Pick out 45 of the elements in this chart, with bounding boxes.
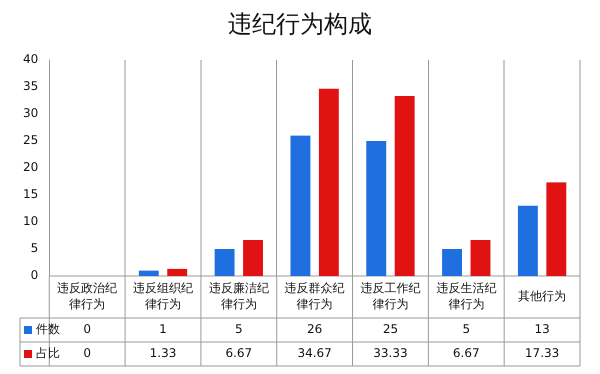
data-label: 13 — [534, 322, 550, 336]
y-tick-label: 10 — [22, 214, 38, 228]
data-label: 17.33 — [524, 346, 560, 360]
bar — [546, 182, 566, 276]
x-tick-label: 违反群众纪律行为 — [284, 281, 345, 312]
data-label: 0 — [83, 322, 91, 336]
data-label: 6.67 — [225, 346, 252, 360]
y-tick-label: 30 — [22, 106, 38, 120]
y-tick-label: 35 — [22, 79, 38, 94]
bar — [442, 249, 462, 276]
x-tick-label: 违反政治纪律行为 — [57, 281, 118, 312]
data-label: 0 — [83, 346, 91, 360]
bar — [214, 249, 235, 276]
data-label: 5 — [462, 322, 470, 336]
bar — [318, 88, 339, 276]
data-label: 5 — [234, 322, 243, 336]
bar — [366, 141, 386, 276]
chart-title: 违纪行为构成 — [227, 9, 373, 40]
x-tick-label: 违反生活纪律行为 — [436, 281, 496, 312]
bar — [394, 96, 415, 276]
data-label: 25 — [382, 322, 398, 336]
y-tick-label: 20 — [22, 160, 38, 174]
bar — [167, 268, 188, 276]
x-tick-label: 其他行为 — [518, 289, 566, 304]
y-tick-label: 15 — [22, 187, 38, 202]
bar — [138, 270, 159, 276]
x-tick-label: 违反工作纪律行为 — [360, 281, 420, 312]
data-label: 34.67 — [297, 346, 332, 360]
y-tick-label: 25 — [22, 133, 38, 148]
legend-label: 占比 — [36, 346, 60, 360]
data-label: 6.67 — [452, 346, 480, 360]
bar — [290, 136, 310, 276]
data-label: 33.33 — [373, 346, 408, 360]
x-tick-label: 违反组织纪律行为 — [132, 281, 193, 312]
bar — [243, 240, 263, 276]
data-label: 1.33 — [150, 346, 176, 360]
data-label: 26 — [306, 322, 322, 336]
y-tick-label: 0 — [30, 268, 38, 282]
x-tick-label: 违反廉洁纪律行为 — [208, 281, 269, 312]
y-tick-label: 40 — [22, 52, 38, 66]
y-tick-label: 5 — [30, 241, 38, 256]
bar — [470, 240, 490, 276]
bar — [518, 206, 538, 276]
legend-label: 件数 — [36, 322, 60, 336]
data-label: 1 — [159, 322, 167, 336]
